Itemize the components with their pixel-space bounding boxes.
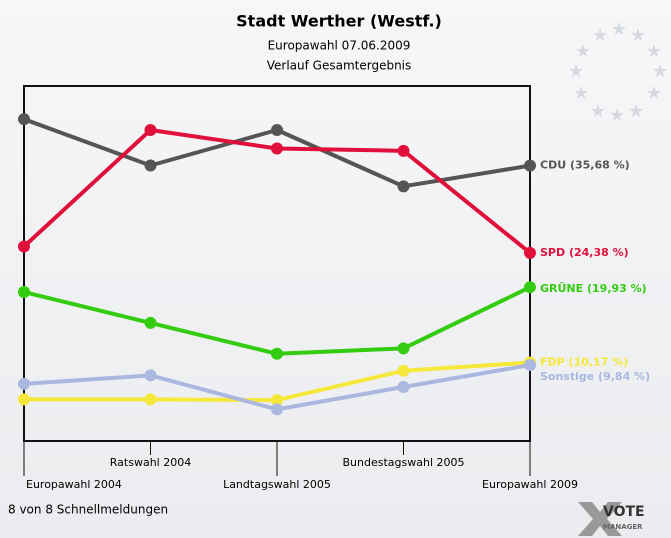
point: [397, 380, 410, 393]
x-tick-label: Bundestagswahl 2005: [343, 456, 465, 469]
point: [397, 180, 410, 193]
svg-text:★: ★: [628, 101, 644, 122]
x-tick-label: Landtagswahl 2005: [223, 478, 331, 491]
point: [397, 364, 410, 377]
point: [524, 159, 536, 172]
point: [18, 240, 30, 253]
svg-text:★: ★: [630, 25, 646, 46]
x-tick-label: Europawahl 2009: [482, 478, 578, 491]
chart-title: Stadt Werther (Westf.): [236, 12, 442, 31]
point: [271, 123, 283, 136]
point: [144, 369, 157, 382]
point: [144, 316, 157, 329]
x-tick-label: Europawahl 2004: [26, 478, 122, 491]
svg-text:★: ★: [590, 101, 606, 122]
svg-text:★: ★: [573, 83, 589, 104]
point: [144, 123, 157, 136]
svg-text:★: ★: [646, 83, 662, 104]
subtitle: Europawahl 07.06.2009: [268, 39, 411, 53]
svg-text:★: ★: [575, 41, 591, 62]
stars: ★ ★ ★ ★ ★ ★ ★ ★ ★ ★ ★ ★: [568, 19, 668, 126]
svg-text:★: ★: [652, 61, 668, 82]
value-label: Sonstige (9,84 %): [540, 370, 650, 383]
svg-text:★: ★: [568, 61, 584, 82]
value-label: CDU (35,68 %): [540, 159, 630, 172]
svg-text:★: ★: [592, 25, 608, 46]
value-label: SPD (24,38 %): [540, 246, 629, 259]
point: [18, 393, 30, 406]
point: [271, 394, 283, 407]
logo-icon: [578, 502, 622, 536]
point: [18, 286, 30, 299]
point: [144, 393, 157, 406]
point: [524, 359, 536, 372]
point: [397, 342, 410, 355]
svg-text:★: ★: [611, 19, 627, 40]
x-tick-label: Ratswahl 2004: [110, 456, 191, 469]
footer: 8 von 8 Schnellmeldungen: [8, 503, 168, 517]
point: [18, 113, 30, 126]
svg-text:★: ★: [646, 41, 662, 62]
logo-text: VOTE: [603, 504, 645, 520]
point: [397, 144, 410, 157]
logo-text: MANAGER: [603, 523, 643, 531]
value-label: GRÜNE (19,93 %): [540, 281, 647, 295]
point: [524, 246, 536, 259]
point: [271, 403, 283, 416]
point: [144, 159, 157, 172]
point: [524, 281, 536, 294]
subtitle: Verlauf Gesamtergebnis: [267, 59, 412, 73]
point: [271, 347, 283, 360]
point: [271, 142, 283, 155]
point: [18, 377, 30, 390]
value-label: FDP (10,17 %): [540, 356, 628, 369]
svg-text:★: ★: [609, 105, 625, 126]
